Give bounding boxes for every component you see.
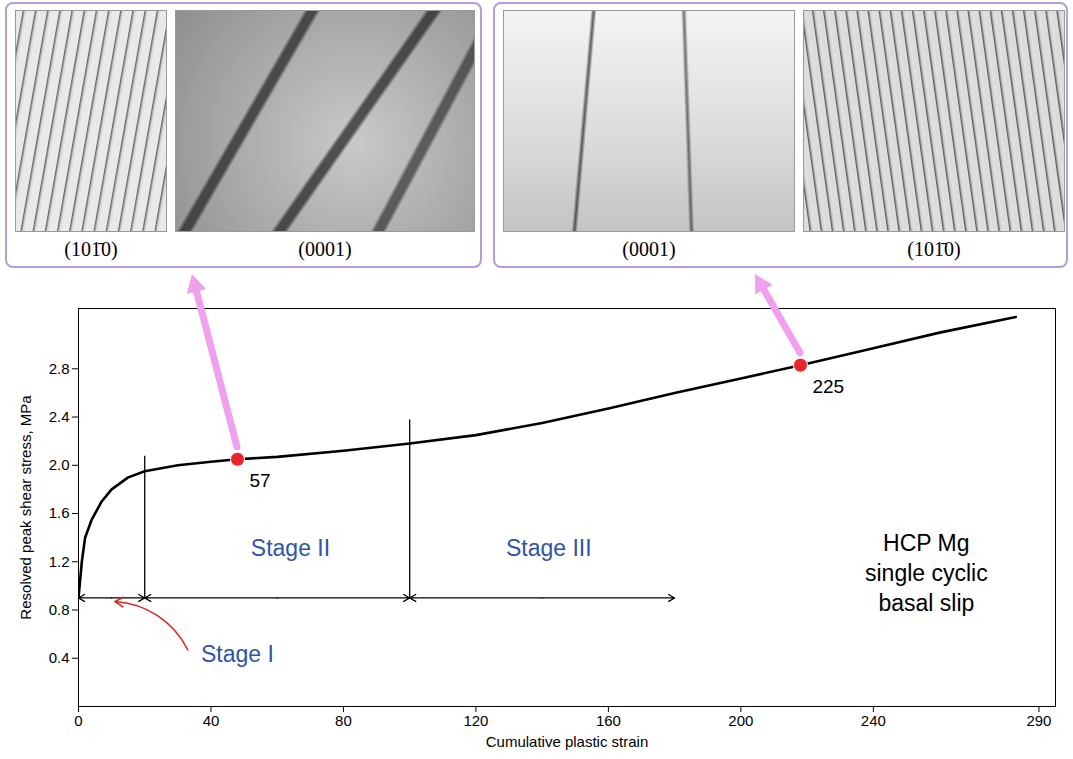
svg-text:0: 0 [74, 712, 82, 729]
svg-text:0.8: 0.8 [49, 601, 70, 618]
svg-text:1.2: 1.2 [49, 553, 70, 570]
svg-text:Stage III: Stage III [506, 535, 592, 561]
svg-text:2.0: 2.0 [49, 456, 70, 473]
html-text:(0001): (0001) [298, 238, 352, 260]
svg-text:120: 120 [463, 712, 488, 729]
svg-text:Resolved peak shear stress, MP: Resolved peak shear stress, MPa [17, 395, 34, 620]
svg-text:Stage I: Stage I [201, 641, 274, 667]
svg-text:57: 57 [249, 470, 270, 491]
html-text:(101̄0): (101̄0) [64, 238, 118, 260]
svg-text:Cumulative plastic strain: Cumulative plastic strain [486, 733, 649, 750]
svg-text:200: 200 [728, 712, 753, 729]
svg-text:240: 240 [861, 712, 886, 729]
svg-text:160: 160 [596, 712, 621, 729]
html-text:(101̄0): (101̄0) [907, 238, 961, 260]
html-text:(0001): (0001) [622, 238, 676, 260]
svg-text:1.6: 1.6 [49, 504, 70, 521]
svg-text:40: 40 [203, 712, 220, 729]
svg-text:290: 290 [1026, 712, 1051, 729]
svg-text:0.4: 0.4 [49, 649, 70, 666]
svg-text:2.8: 2.8 [49, 360, 70, 377]
svg-text:HCP Mgsingle cyclicbasal slip: HCP Mgsingle cyclicbasal slip [865, 530, 988, 616]
svg-text:225: 225 [812, 376, 844, 397]
svg-text:80: 80 [335, 712, 352, 729]
svg-text:2.4: 2.4 [49, 408, 70, 425]
svg-text:Stage II: Stage II [251, 535, 330, 561]
